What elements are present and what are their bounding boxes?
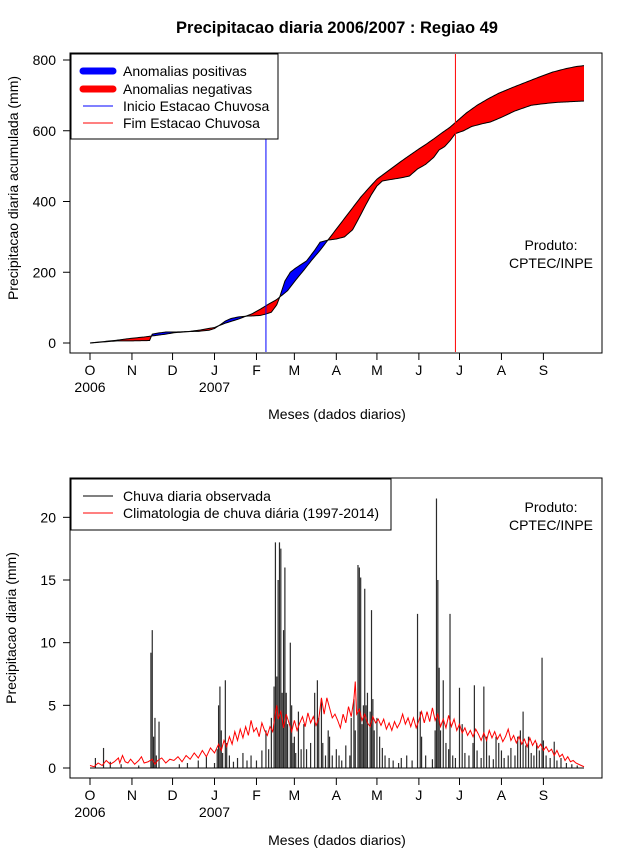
x-axis-bottom: O N D J F M A M J J A S 2006 2007 <box>74 777 548 820</box>
year-label: 2006 <box>74 804 105 820</box>
y-tick-label: 200 <box>33 264 57 280</box>
y-axis: 0 200 400 600 800 <box>33 52 71 351</box>
x-tick-label: J <box>456 362 463 378</box>
y-tick-label: 0 <box>48 335 56 351</box>
x-tick-label: M <box>289 362 301 378</box>
x-axis-label-bottom: Meses (dados diarios) <box>268 832 406 848</box>
legend-box-bottom <box>70 478 392 531</box>
y-tick-label: 20 <box>40 509 56 525</box>
x-tick-label: A <box>497 787 507 803</box>
climatology-line-group <box>89 681 585 768</box>
product-label: Produto: <box>525 237 578 253</box>
x-tick-label: N <box>127 787 137 803</box>
y-tick-label: 10 <box>40 635 56 651</box>
x-tick-label: O <box>85 362 96 378</box>
year-label: 2006 <box>74 379 105 395</box>
product-label-bottom: Produto: <box>525 499 578 515</box>
year-label: 2007 <box>199 804 230 820</box>
daily-precipitation-panel: 0 5 10 15 20 O N D J F M A M J J A S 2006 2007 Precipitac… <box>3 477 603 848</box>
legend-label-observed: Chuva diaria observada <box>123 488 271 504</box>
y-tick-label: 600 <box>33 123 57 139</box>
x-tick-label: O <box>85 787 96 803</box>
x-tick-label: J <box>211 362 218 378</box>
x-tick-label: S <box>539 787 548 803</box>
x-tick-label: D <box>167 362 177 378</box>
observed-cumulative-line <box>89 100 585 344</box>
y-axis-label-bottom: Precipitacao diaria (mm) <box>3 552 19 704</box>
x-tick-label: A <box>332 362 342 378</box>
y-tick-label: 400 <box>33 194 57 210</box>
x-axis: O N D J F M A M J J A S 2006 2007 <box>74 352 548 395</box>
y-axis-bottom: 0 5 10 15 20 <box>40 509 71 776</box>
legend: Anomalias positivas Anomalias negativas … <box>70 53 279 140</box>
x-tick-label: M <box>371 787 383 803</box>
negative-anomaly-area <box>328 65 584 241</box>
y-tick-label: 15 <box>40 572 56 588</box>
x-tick-label: J <box>211 787 218 803</box>
x-axis-label: Meses (dados diarios) <box>268 406 406 422</box>
cumulative-precipitation-panel: Precipitacao diaria 2006/2007 : Regiao 4… <box>5 19 603 422</box>
x-tick-label: M <box>371 362 383 378</box>
x-tick-label: D <box>167 787 177 803</box>
legend-label-rainy-end: Fim Estacao Chuvosa <box>123 115 260 131</box>
positive-anomaly-area <box>280 239 329 297</box>
legend-label-rainy-start: Inicio Estacao Chuvosa <box>123 98 270 114</box>
x-tick-label: F <box>252 362 261 378</box>
product-source: CPTEC/INPE <box>509 255 593 271</box>
climatology-cumulative-line <box>89 65 585 344</box>
legend-bottom: Chuva diaria observada Climatologia de c… <box>70 478 392 531</box>
legend-label-climatology: Climatologia de chuva diária (1997-2014) <box>123 505 379 521</box>
x-tick-label: J <box>456 787 463 803</box>
year-label: 2007 <box>199 379 230 395</box>
y-tick-label: 800 <box>33 52 57 68</box>
x-tick-label: A <box>497 362 507 378</box>
x-tick-label: N <box>127 362 137 378</box>
x-tick-label: A <box>332 787 342 803</box>
x-tick-label: F <box>252 787 261 803</box>
x-tick-label: M <box>289 787 301 803</box>
y-tick-label: 0 <box>48 760 56 776</box>
legend-label-negative: Anomalias negativas <box>123 81 252 97</box>
daily-bars <box>90 498 584 769</box>
legend-label-positive: Anomalias positivas <box>123 63 247 79</box>
climatology-daily-line <box>89 681 585 768</box>
x-tick-label: J <box>415 362 422 378</box>
y-tick-label: 5 <box>48 697 56 713</box>
chart-title: Precipitacao diaria 2006/2007 : Regiao 4… <box>176 19 498 37</box>
product-source-bottom: CPTEC/INPE <box>509 517 593 533</box>
x-tick-label: J <box>415 787 422 803</box>
cumulative-lines <box>89 65 585 344</box>
x-tick-label: S <box>539 362 548 378</box>
y-axis-label: Precipitacao diaria acumulada (mm) <box>5 76 21 300</box>
